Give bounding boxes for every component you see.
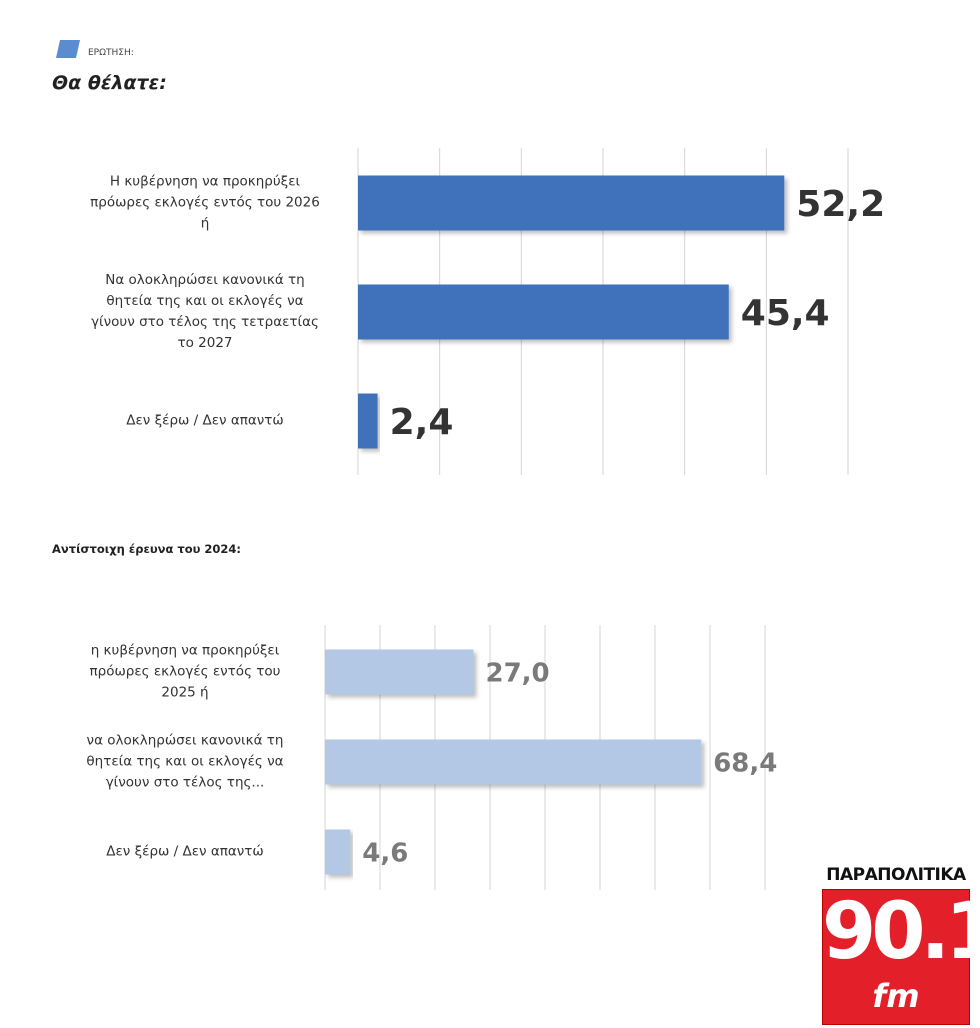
category-label: η κυβέρνηση να προκηρύξει πρόωρες εκλογέ… bbox=[89, 642, 281, 701]
header-label: ΕΡΩΤΗΣΗ: bbox=[88, 48, 134, 58]
logo-band: fm bbox=[872, 977, 920, 1015]
logo-frequency: 90.1 bbox=[822, 887, 980, 977]
value-label: 4,6 bbox=[362, 838, 408, 868]
value-label: 68,4 bbox=[713, 748, 777, 778]
logo-box bbox=[822, 889, 970, 1025]
bar bbox=[325, 739, 702, 785]
bar bbox=[358, 284, 729, 340]
bar bbox=[358, 393, 378, 449]
question: Θα θέλατε: bbox=[52, 72, 167, 94]
category-label: Δεν ξέρω / Δεν απαντώ bbox=[106, 843, 264, 860]
header-icon bbox=[56, 40, 80, 58]
category-label: Να ολοκληρώσει κανονικά τη θητεία της κα… bbox=[91, 272, 319, 351]
bar bbox=[325, 829, 351, 875]
value-label: 27,0 bbox=[486, 658, 550, 688]
category-label: να ολοκληρώσει κανονικά τη θητεία της κα… bbox=[86, 732, 284, 791]
category-label: Δεν ξέρω / Δεν απαντώ bbox=[126, 412, 284, 429]
logo-brand: ΠΑΡΑΠΟΛΙΤΙΚΑ bbox=[826, 865, 966, 885]
value-label: 45,4 bbox=[741, 293, 830, 334]
bar bbox=[325, 649, 474, 695]
logo: ΠΑΡΑΠΟΛΙΤΙΚΑ 90.1 fm bbox=[822, 865, 980, 1025]
value-label: 52,2 bbox=[796, 184, 885, 225]
bar bbox=[358, 175, 785, 231]
value-label: 2,4 bbox=[390, 402, 454, 443]
chart-title: Αντίστοιχη έρευνα του 2024: bbox=[52, 542, 241, 556]
category-label: Η κυβέρνηση να προκηρύξει πρόωρες εκλογέ… bbox=[90, 173, 320, 232]
